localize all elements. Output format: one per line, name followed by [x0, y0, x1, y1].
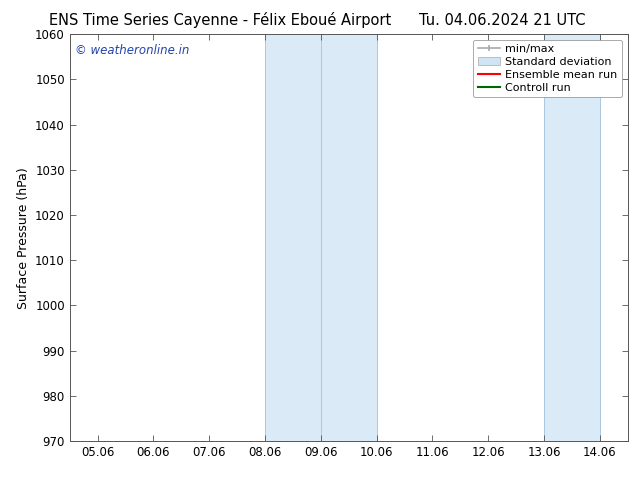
- Bar: [544, 34, 600, 441]
- Y-axis label: Surface Pressure (hPa): Surface Pressure (hPa): [16, 167, 30, 309]
- Legend: min/max, Standard deviation, Ensemble mean run, Controll run: min/max, Standard deviation, Ensemble me…: [473, 40, 622, 97]
- Bar: [265, 34, 377, 441]
- Text: ENS Time Series Cayenne - Félix Eboué Airport      Tu. 04.06.2024 21 UTC: ENS Time Series Cayenne - Félix Eboué Ai…: [49, 12, 585, 28]
- Text: © weatheronline.in: © weatheronline.in: [75, 45, 190, 57]
